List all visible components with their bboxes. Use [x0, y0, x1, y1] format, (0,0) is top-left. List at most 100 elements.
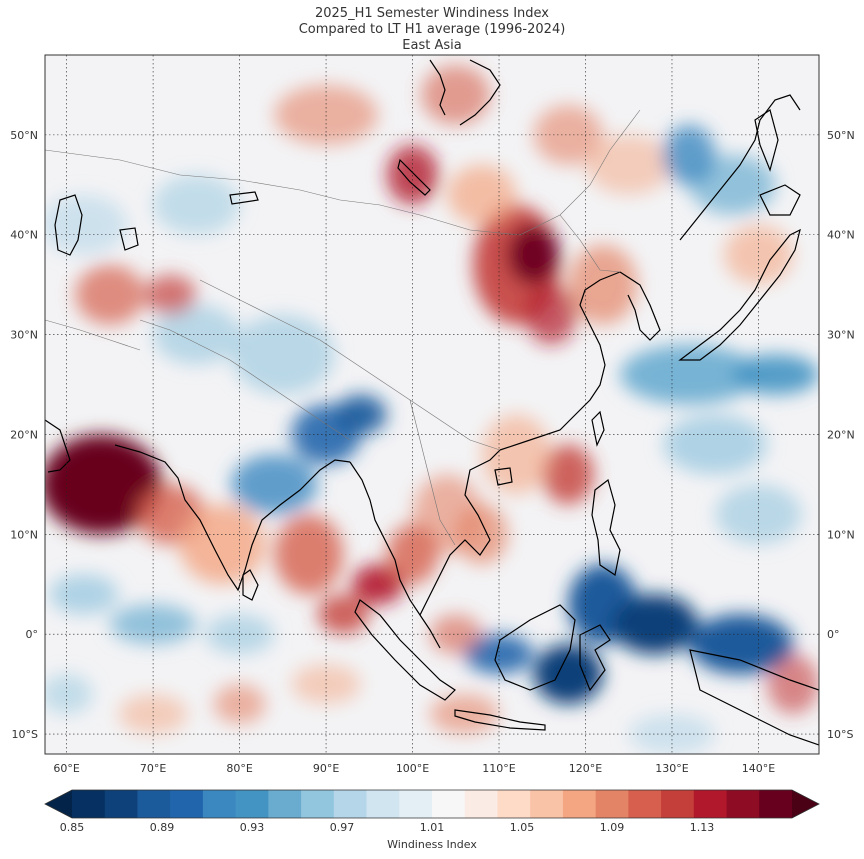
anomaly-patch	[481, 414, 551, 495]
longitude-tick-label: 120°E	[569, 762, 602, 775]
colorbar-segment	[235, 790, 269, 818]
anomaly-patch	[524, 284, 577, 345]
colorbar-tick-label: 1.13	[690, 821, 715, 834]
anomaly-patch	[663, 124, 716, 185]
latitude-tick-label: 20°N	[10, 428, 38, 441]
colorbar-segment	[497, 790, 531, 818]
colorbar-tick-label: 1.05	[510, 821, 535, 834]
longitude-tick-label: 130°E	[655, 762, 688, 775]
latitude-tick-label: 50°N	[827, 129, 855, 142]
anomaly-patch	[628, 714, 716, 754]
longitude-tick-label: 70°E	[140, 762, 166, 775]
anomaly-patch	[421, 64, 491, 125]
map-title-line3: East Asia	[402, 38, 462, 53]
colorbar-segment	[366, 790, 400, 818]
latitude-tick-label: 40°N	[827, 229, 855, 242]
anomaly-patch	[274, 84, 378, 145]
longitude-tick-label: 90°E	[313, 762, 339, 775]
longitude-tick-label: 100°E	[396, 762, 429, 775]
colorbar-segment	[628, 790, 662, 818]
colorbar-outline	[44, 789, 820, 819]
colorbar-label: Windiness Index	[387, 838, 477, 851]
colorbar-tick-label: 1.01	[420, 821, 445, 834]
colorbar-segment	[170, 790, 204, 818]
anomaly-patch	[715, 484, 802, 545]
anomaly-patch	[334, 394, 387, 435]
map-frame	[44, 54, 820, 755]
colorbar-segment	[202, 790, 237, 818]
anomaly-patch	[49, 574, 119, 615]
latitude-tick-label: 10°S	[12, 728, 38, 741]
colorbar-segment	[759, 790, 793, 818]
latitude-tick-label: 0°	[827, 628, 840, 641]
colorbar-tick-label: 1.09	[600, 821, 625, 834]
anomaly-patch	[144, 274, 197, 315]
colorbar-tick-label: 0.93	[240, 821, 265, 834]
anomaly-patch	[45, 194, 128, 255]
anomaly-patch	[689, 614, 794, 675]
coastlines	[45, 59, 819, 746]
colorbar-segment	[726, 790, 760, 818]
anomaly-patch	[663, 414, 768, 475]
colorbar-segment	[72, 790, 106, 818]
latitude-tick-label: 0°	[26, 628, 39, 641]
latitude-tick-label: 30°N	[10, 329, 38, 342]
colorbar-segment	[333, 790, 368, 818]
anomaly-patch	[585, 134, 672, 195]
longitude-tick-label: 60°E	[53, 762, 79, 775]
latitude-labels: 10°S 10°S 0° 0° 10°N 10°N 20°N 20°N 30°N 30°N 40°N…	[10, 129, 854, 741]
colorbar-min-extend	[45, 790, 72, 818]
anomaly-patch	[274, 514, 344, 595]
colorbar-segment	[104, 790, 138, 818]
latitude-tick-label: 10°S	[827, 728, 853, 741]
anomaly-patch	[723, 224, 794, 285]
anomaly-patch	[230, 454, 318, 515]
colorbar-segment	[432, 790, 466, 818]
colorbar-segment	[661, 790, 695, 818]
colorbar-segment	[530, 790, 564, 818]
latitude-tick-label: 40°N	[10, 229, 38, 242]
anomaly-patch	[204, 614, 275, 655]
latitude-tick-label: 50°N	[10, 129, 38, 142]
anomaly-patch	[179, 504, 266, 585]
colorbar-segment	[399, 790, 433, 818]
colorbar-tick-label: 0.89	[150, 821, 175, 834]
latitude-tick-label: 30°N	[827, 329, 855, 342]
country-borders	[45, 109, 641, 546]
longitude-labels: 60°E 70°E 80°E 90°E 100°E 110°E 120°E 130°E 140°…	[53, 762, 775, 775]
latitude-tick-label: 20°N	[827, 428, 855, 441]
colorbar-segment	[562, 790, 597, 818]
anomaly-patch	[611, 594, 698, 655]
colorbar-tick-label: 0.97	[330, 821, 355, 834]
anomaly-patch	[317, 594, 370, 635]
anomaly-patch	[79, 449, 158, 520]
anomaly-patch	[118, 694, 188, 735]
longitude-tick-label: 80°E	[226, 762, 252, 775]
anomaly-patch	[230, 314, 335, 395]
anomaly-patch	[153, 174, 240, 235]
longitude-tick-label: 110°E	[482, 762, 515, 775]
map-title-line1: 2025_H1 Semester Windiness Index	[314, 6, 549, 21]
anomaly-patch	[386, 524, 439, 585]
anomaly-patch	[153, 304, 240, 365]
anomaly-patch	[352, 564, 404, 605]
colorbar-segment	[464, 790, 498, 818]
colorbar-segment	[301, 790, 335, 818]
colorbar-segment	[137, 790, 171, 818]
anomaly-patch	[732, 354, 819, 395]
anomaly-patch	[568, 244, 638, 325]
map-title-line2: Compared to LT H1 average (1996-2024)	[298, 22, 566, 37]
latitude-tick-label: 10°N	[827, 528, 855, 541]
colorbar-segment	[595, 790, 629, 818]
anomaly-patch	[507, 224, 560, 285]
colorbar-segment	[268, 790, 302, 818]
anomaly-patch	[464, 634, 534, 675]
anomaly-patch	[429, 614, 482, 655]
colorbar: 0.85 0.89 0.93 0.97 1.01 1.05 1.09 1.13	[44, 789, 820, 834]
longitude-tick-label: 140°E	[742, 762, 775, 775]
anomaly-patch	[45, 674, 93, 715]
latitude-tick-label: 10°N	[10, 528, 38, 541]
graticule	[45, 55, 819, 754]
anomaly-patch	[620, 344, 759, 405]
